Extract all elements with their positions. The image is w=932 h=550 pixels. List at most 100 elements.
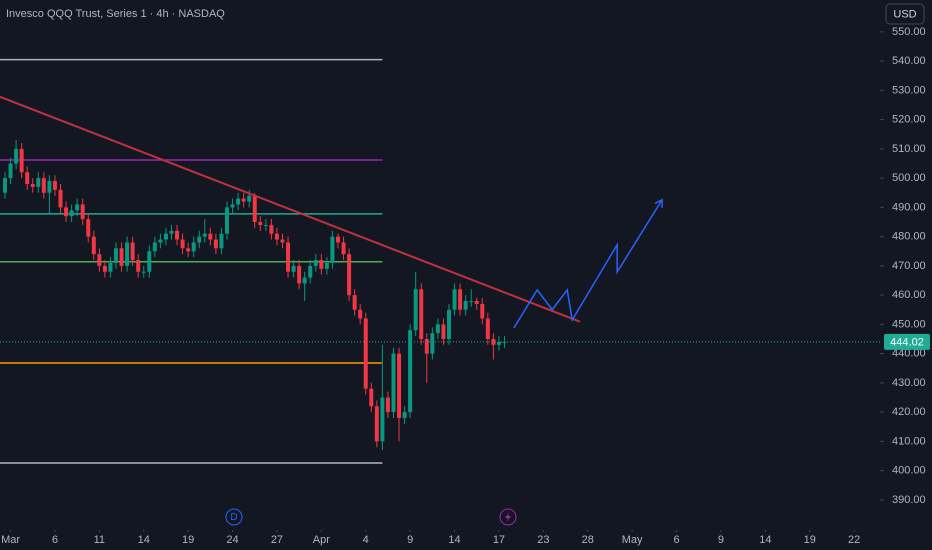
candle-body bbox=[441, 324, 446, 340]
x-tick-label: 28 bbox=[582, 534, 594, 546]
candle-body bbox=[236, 198, 241, 205]
candle-body bbox=[286, 242, 291, 272]
forecast-path bbox=[513, 199, 663, 329]
candle-body bbox=[452, 289, 457, 310]
x-tick-label: 9 bbox=[718, 534, 724, 546]
price-axis bbox=[880, 0, 932, 550]
candle-body bbox=[163, 233, 168, 240]
x-tick-label: 23 bbox=[537, 534, 549, 546]
candle-body bbox=[47, 181, 52, 193]
candle-body bbox=[302, 277, 307, 284]
candle-body bbox=[335, 236, 340, 243]
candle-body bbox=[69, 210, 74, 217]
currency-label[interactable]: USD bbox=[893, 8, 916, 20]
x-tick-label: 14 bbox=[138, 534, 150, 546]
candle-body bbox=[435, 324, 440, 334]
candle-body bbox=[413, 289, 418, 331]
candle-body bbox=[341, 242, 346, 255]
candle-body bbox=[241, 198, 246, 202]
candle-body bbox=[330, 236, 335, 263]
candle-body bbox=[8, 163, 13, 179]
candle-body bbox=[58, 189, 63, 208]
x-tick-label: 14 bbox=[759, 534, 771, 546]
y-tick-label: 470.00 bbox=[892, 260, 926, 272]
candle-body bbox=[219, 233, 224, 249]
candle-body bbox=[297, 265, 302, 284]
candle-body bbox=[64, 207, 69, 217]
trend-line bbox=[0, 95, 581, 323]
candle-body bbox=[136, 260, 141, 272]
candle-body bbox=[130, 242, 135, 261]
dividend-label[interactable]: D bbox=[230, 512, 237, 523]
candle-body bbox=[86, 219, 91, 237]
x-tick-label: May bbox=[622, 534, 643, 546]
candle-body bbox=[41, 178, 46, 193]
candle-body bbox=[169, 230, 174, 234]
candle-body bbox=[97, 254, 102, 266]
candle-body bbox=[280, 239, 285, 243]
lightning-icon bbox=[505, 512, 511, 522]
candle-body bbox=[397, 353, 402, 418]
y-tick-label: 440.00 bbox=[892, 348, 926, 360]
candle-body bbox=[369, 388, 374, 407]
x-tick-label: 14 bbox=[448, 534, 460, 546]
candle-body bbox=[474, 300, 479, 304]
candle-body bbox=[274, 233, 279, 240]
candle-body bbox=[424, 339, 429, 354]
candle-body bbox=[485, 318, 490, 340]
x-tick-label: 19 bbox=[182, 534, 194, 546]
y-tick-label: 520.00 bbox=[892, 114, 926, 126]
currency-button[interactable] bbox=[885, 3, 925, 25]
forecast-arrowhead bbox=[654, 198, 663, 208]
x-tick-label: 22 bbox=[848, 534, 860, 546]
y-tick-label: 410.00 bbox=[892, 435, 926, 447]
candle-body bbox=[402, 412, 407, 418]
candle-body bbox=[208, 233, 213, 240]
candle-body bbox=[141, 271, 146, 273]
x-tick-label: 19 bbox=[804, 534, 816, 546]
candle-body bbox=[230, 204, 235, 208]
last-price-badge bbox=[884, 333, 930, 350]
candle-body bbox=[36, 178, 41, 187]
candle-body bbox=[385, 397, 390, 413]
x-tick-label: 4 bbox=[363, 534, 369, 546]
candle-body bbox=[247, 195, 252, 202]
candle-body bbox=[258, 222, 263, 225]
candle-body bbox=[380, 397, 385, 442]
y-tick-label: 450.00 bbox=[892, 318, 926, 330]
x-tick-label: Apr bbox=[313, 534, 330, 546]
dividend-icon[interactable] bbox=[225, 508, 243, 526]
y-tick-label: 510.00 bbox=[892, 143, 926, 155]
x-tick-label: Mar bbox=[1, 534, 20, 546]
candle-body bbox=[480, 303, 485, 319]
y-tick-label: 420.00 bbox=[892, 406, 926, 418]
candle-body bbox=[430, 333, 435, 354]
y-tick-label: 530.00 bbox=[892, 84, 926, 96]
candle-body bbox=[319, 260, 324, 269]
last-price-label: 444.02 bbox=[890, 336, 924, 348]
x-tick-label: 6 bbox=[673, 534, 679, 546]
candle-body bbox=[291, 265, 296, 272]
candle-body bbox=[91, 236, 96, 255]
candle-body bbox=[269, 224, 274, 234]
x-tick-label: 11 bbox=[94, 534, 105, 546]
candle-body bbox=[347, 254, 352, 296]
candle-body bbox=[180, 239, 185, 249]
y-tick-label: 550.00 bbox=[892, 26, 926, 38]
candle-body bbox=[197, 236, 202, 243]
y-tick-label: 430.00 bbox=[892, 377, 926, 389]
candle-body bbox=[458, 289, 463, 310]
candle-body bbox=[108, 262, 113, 272]
x-tick-label: 17 bbox=[493, 534, 505, 546]
candle-body bbox=[363, 318, 368, 389]
y-tick-label: 390.00 bbox=[892, 494, 926, 506]
x-tick-label: 24 bbox=[226, 534, 238, 546]
candle-body bbox=[2, 178, 7, 193]
candle-body bbox=[119, 248, 124, 266]
y-tick-label: 480.00 bbox=[892, 231, 926, 243]
candle-body bbox=[224, 207, 229, 234]
candle-body bbox=[186, 248, 191, 252]
candle-body bbox=[147, 251, 152, 272]
